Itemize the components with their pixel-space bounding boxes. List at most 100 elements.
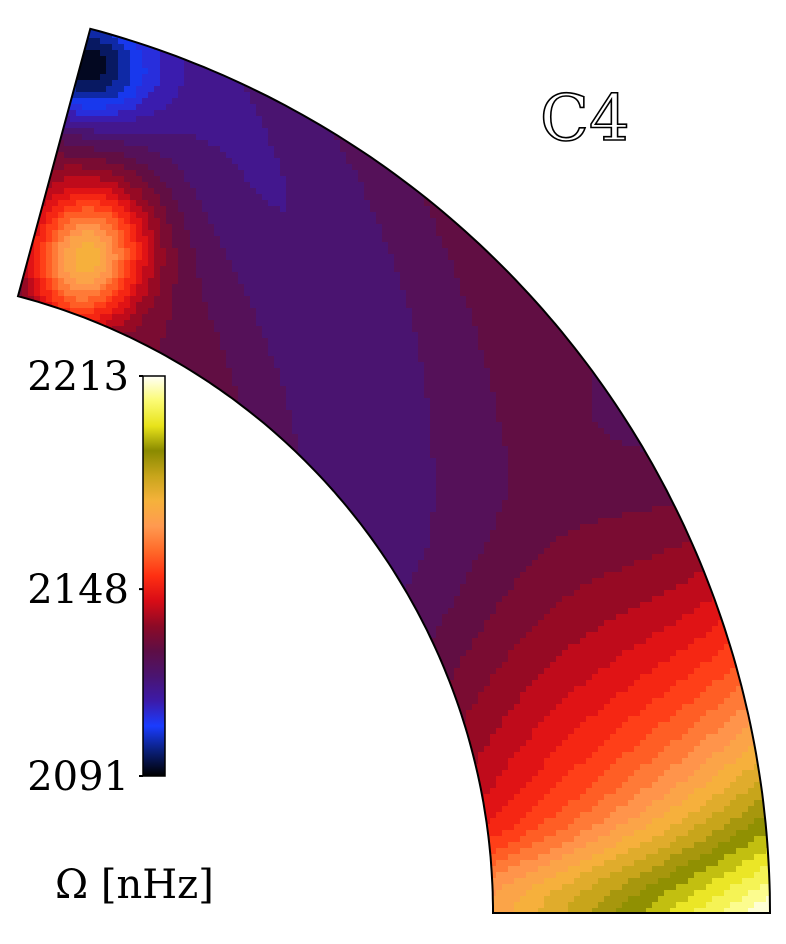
field-cell [178,74,185,81]
field-cell [202,158,209,165]
field-cell [550,176,557,183]
field-cell [496,176,503,183]
field-cell [130,80,137,87]
field-cell [292,188,299,195]
field-cell [292,206,299,213]
field-cell [358,62,365,69]
field-cell [478,116,485,123]
field-cell [604,200,611,207]
field-cell [430,152,437,159]
field-cell [778,104,785,111]
field-cell [496,248,503,255]
field-cell [202,68,209,75]
field-cell [364,128,371,135]
field-cell [712,182,719,189]
field-cell [286,110,293,117]
field-cell [292,140,299,147]
field-cell [364,200,371,207]
field-cell [514,176,521,183]
field-cell [496,182,503,189]
field-cell [712,236,719,243]
field-cell [472,194,479,201]
field-cell [604,50,611,57]
field-cell [550,56,557,63]
field-cell [184,182,191,189]
field-cell [226,116,233,123]
field-cell [646,140,653,147]
field-cell [18,224,23,231]
field-cell [130,122,137,129]
field-cell [466,218,473,225]
field-cell [652,44,659,51]
field-cell [376,152,383,159]
field-cell [118,86,125,93]
field-cell [196,182,203,189]
field-cell [478,128,485,135]
field-cell [334,86,341,93]
field-cell [244,140,251,147]
field-cell [304,140,311,147]
field-cell [382,68,389,75]
field-cell [70,194,77,201]
field-cell [274,74,281,81]
field-cell [658,158,665,165]
field-cell [454,194,461,201]
field-cell [196,248,203,255]
field-cell [646,242,653,249]
field-cell [130,224,137,231]
field-cell [580,62,587,69]
field-cell [412,68,419,75]
field-cell [340,206,347,213]
field-cell [328,68,335,75]
field-cell [502,74,509,81]
field-cell [166,224,173,231]
field-cell [310,230,317,237]
field-cell [76,212,83,219]
field-cell [466,62,473,69]
field-cell [736,128,743,135]
field-cell [382,152,389,159]
field-cell [562,248,569,255]
field-cell [562,224,569,231]
field-cell [520,146,527,153]
field-cell [334,224,341,231]
field-cell [298,248,305,255]
field-cell [160,134,167,141]
field-cell [514,68,521,75]
field-cell [646,74,653,81]
field-cell [562,176,569,183]
field-cell [652,134,659,141]
field-cell [226,50,233,57]
field-cell [316,128,323,135]
field-cell [538,74,545,81]
field-cell [730,128,737,135]
field-cell [652,176,659,183]
field-cell [148,182,155,189]
field-cell [52,242,59,249]
field-cell [736,68,743,75]
field-cell [496,236,503,243]
field-cell [124,170,131,177]
field-cell [772,110,779,117]
field-cell [148,176,155,183]
field-cell [268,68,275,75]
field-cell [526,212,533,219]
field-cell [748,188,755,195]
field-cell [706,80,713,87]
field-cell [268,188,275,195]
field-cell [208,230,215,237]
field-cell [436,236,443,243]
field-cell [664,110,671,117]
field-cell [214,98,221,105]
field-cell [46,44,53,51]
field-cell [244,74,251,81]
field-cell [478,200,485,207]
field-cell [226,56,233,63]
field-cell [334,80,341,87]
field-cell [424,116,431,123]
field-cell [220,74,227,81]
field-cell [34,164,41,171]
field-cell [184,116,191,123]
field-cell [118,236,125,243]
field-cell [676,158,683,165]
